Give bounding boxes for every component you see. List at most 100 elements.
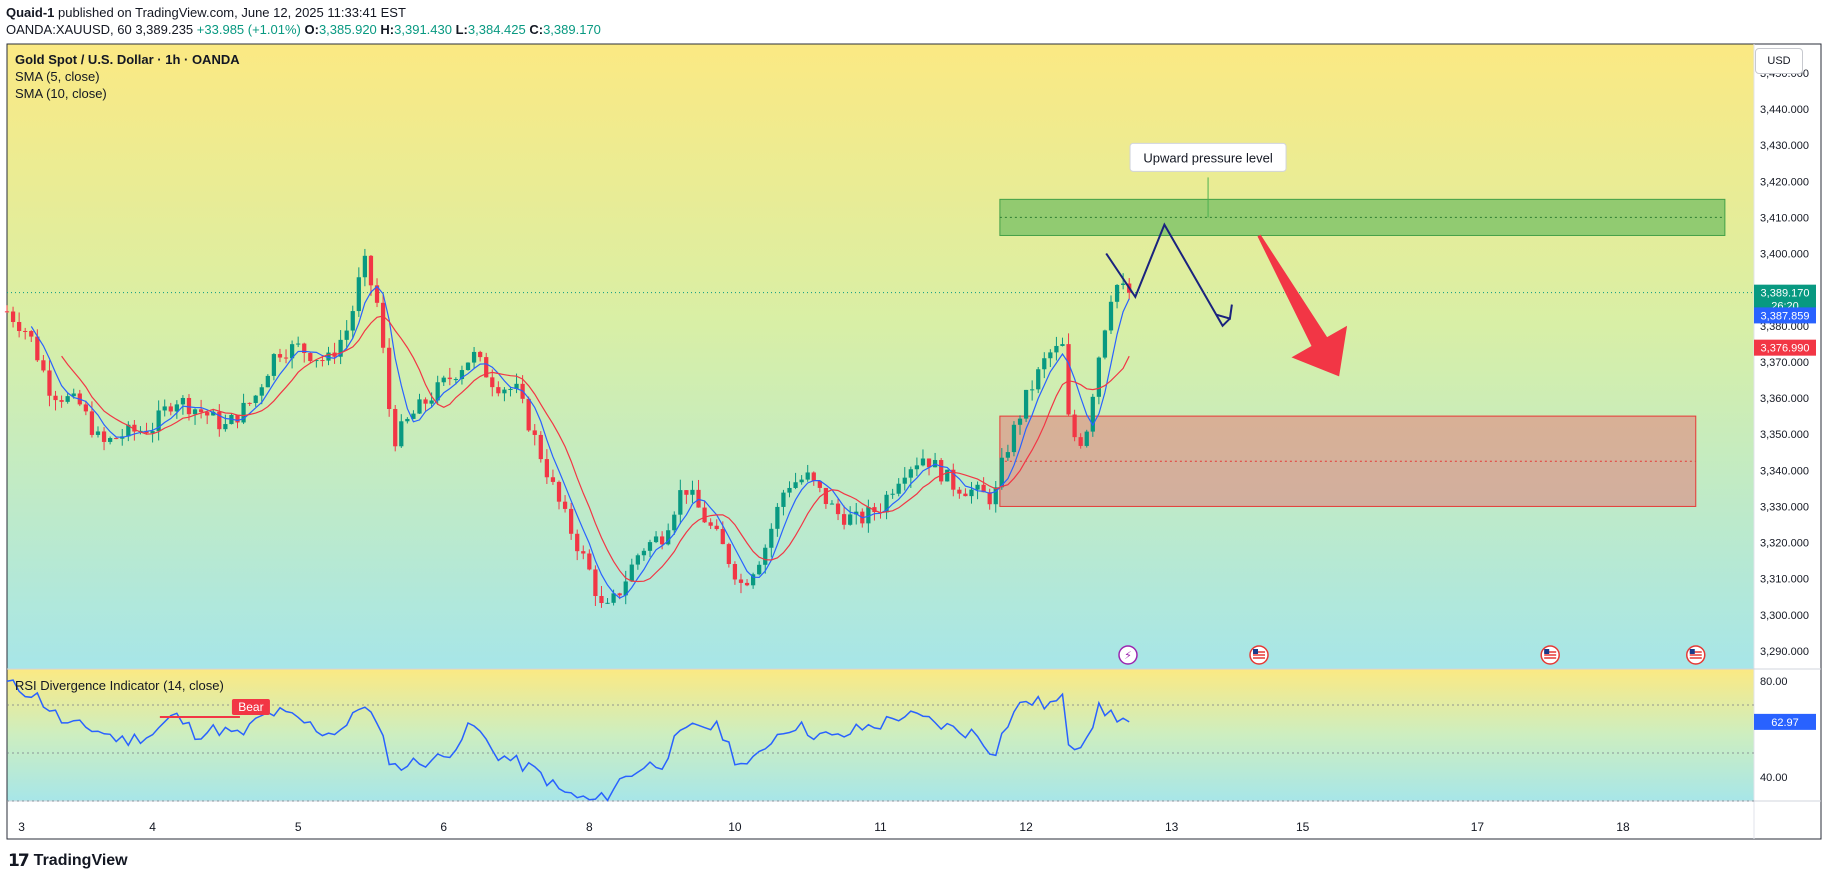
candle-body [647, 542, 653, 551]
candle-body [1023, 389, 1029, 419]
price-tick-label: 3,370.000 [1760, 357, 1809, 369]
candle-body [235, 414, 240, 423]
candle-body [393, 408, 398, 447]
candle-body [514, 383, 519, 389]
candle-body [478, 351, 483, 358]
candle-body [453, 379, 459, 381]
price-tick-label: 3,430.000 [1760, 140, 1809, 152]
candle-body [362, 255, 368, 278]
candle-body [223, 424, 228, 430]
candle-body [132, 424, 137, 432]
candle-body [951, 469, 956, 490]
time-tick-label: 18 [1616, 820, 1630, 834]
sma5-legend[interactable]: SMA (5, close) [15, 69, 100, 84]
candle-body [532, 430, 537, 435]
bear-label-box [231, 699, 270, 715]
candle-body [805, 472, 810, 480]
candle-body [1017, 418, 1023, 425]
candle-body [1108, 301, 1114, 331]
candle-body [581, 551, 586, 554]
last-price-tag-text: 3,389.170 [1761, 288, 1810, 300]
candle-body [1078, 437, 1083, 446]
candle-body [1011, 424, 1017, 453]
time-tick-label: 3 [18, 820, 25, 834]
candle-body [114, 438, 119, 440]
price-tick-label: 3,350.000 [1760, 429, 1809, 441]
candle-body [1042, 358, 1047, 370]
candle-body [162, 406, 167, 411]
time-tick-label: 17 [1471, 820, 1485, 834]
earnings-event-icon [1118, 645, 1138, 665]
sma10-legend[interactable]: SMA (10, close) [15, 86, 107, 101]
close-value: 3,389.170 [543, 22, 601, 37]
candle-body [1114, 284, 1120, 302]
candle-body [180, 397, 186, 405]
candle-body [835, 503, 841, 515]
candle-body [156, 410, 161, 432]
candle-body [17, 321, 22, 331]
candle-body [672, 514, 677, 531]
candle-body [71, 393, 76, 397]
candle-body [1084, 431, 1089, 446]
rsi-tick-label: 40.00 [1760, 772, 1788, 784]
candle-body [502, 389, 507, 394]
chart-title[interactable]: Gold Spot / U.S. Dollar · 1h · OANDA [15, 52, 240, 67]
flag-canton [1544, 649, 1550, 654]
candle-body [884, 494, 889, 513]
candle-body [314, 360, 319, 362]
candle-body [732, 564, 738, 580]
candle-body [441, 377, 446, 383]
candle-body [150, 431, 155, 434]
lightning-icon: ⚡ [1124, 649, 1132, 662]
rsi-pane-background [7, 669, 1754, 801]
candle-body [920, 458, 926, 466]
candle-body [302, 343, 307, 354]
candle-body [89, 411, 95, 435]
candle-body [848, 514, 853, 525]
candle-body [1066, 344, 1071, 415]
candle-body [750, 574, 756, 586]
publisher-name[interactable]: Quaid-1 [6, 5, 55, 20]
candle-body [198, 409, 204, 413]
tradingview-logo[interactable]: 17 TradingView [8, 851, 128, 871]
candle-body [411, 413, 416, 419]
candle-body [1072, 414, 1077, 438]
candle-body [144, 430, 149, 434]
candle-body [1054, 345, 1059, 353]
candle-body [174, 404, 179, 412]
candle-body [289, 344, 295, 359]
candle-body [1096, 357, 1101, 397]
tradingview-brand: TradingView [33, 852, 128, 869]
chart-header: Quaid-1 published on TradingView.com, Ju… [6, 4, 601, 38]
candle-body [490, 377, 495, 388]
rsi-legend[interactable]: RSI Divergence Indicator (14, close) [15, 678, 224, 693]
candle-body [872, 507, 877, 512]
price-tick-label: 3,300.000 [1760, 610, 1809, 622]
currency-button[interactable]: USD [1755, 48, 1803, 74]
high-value: 3,391.430 [394, 22, 452, 37]
candle-body [459, 370, 465, 380]
price-tick-label: 3,400.000 [1760, 249, 1809, 261]
candle-body [744, 582, 750, 586]
candle-body [277, 354, 283, 358]
candle-body [550, 477, 556, 482]
candle-body [41, 360, 46, 371]
time-tick-label: 12 [1019, 820, 1033, 834]
candle-body [981, 484, 986, 493]
candle-body [926, 458, 932, 468]
candle-body [963, 493, 968, 497]
rsi-line [6, 679, 1130, 802]
candle-body [993, 487, 998, 505]
candle-body [471, 351, 477, 363]
time-tick-label: 4 [149, 820, 156, 834]
price-tick-label: 3,360.000 [1760, 393, 1809, 405]
sma5-price-tag-bg [1754, 307, 1816, 324]
bear-label: Bear [238, 700, 263, 714]
candle-body [405, 418, 410, 422]
candle-body [95, 431, 101, 435]
candle-body [308, 353, 313, 362]
candle-body [296, 343, 301, 345]
candle-body [593, 569, 598, 596]
candle-body [617, 593, 622, 596]
